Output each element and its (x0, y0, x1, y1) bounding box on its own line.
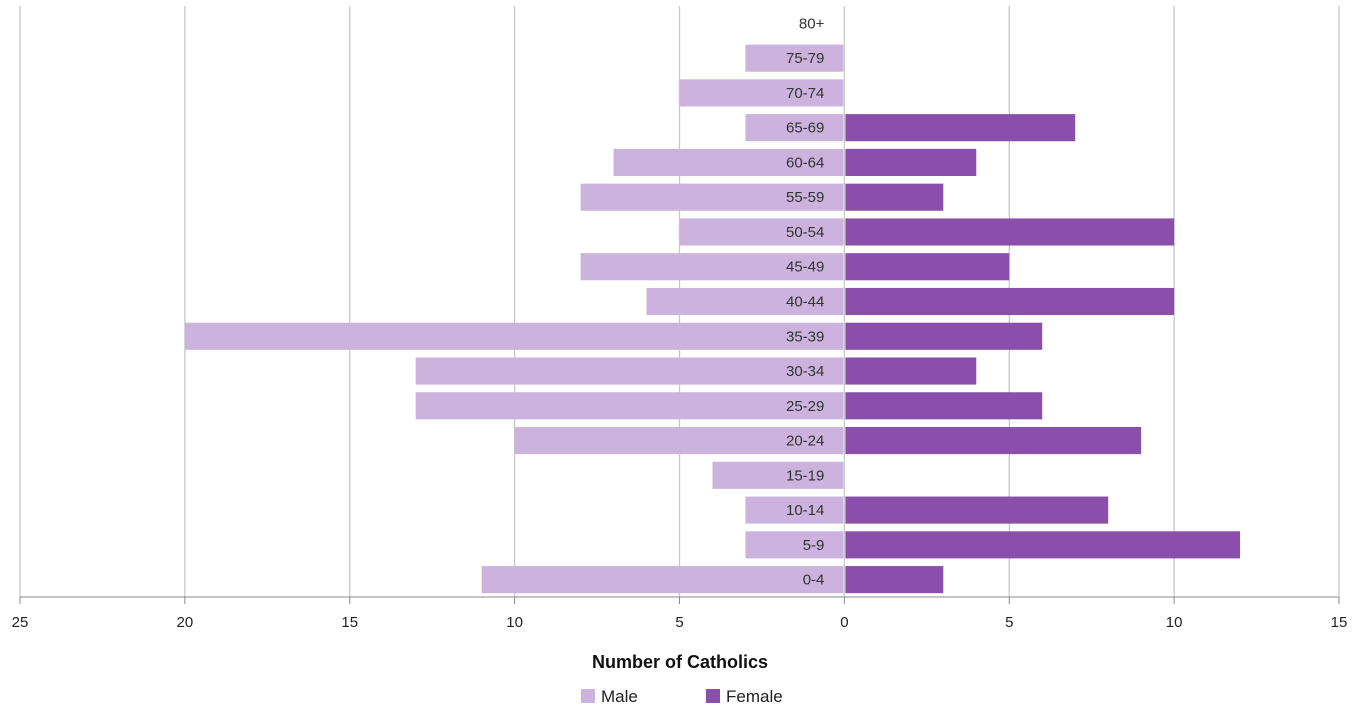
x-tick-label: 20 (177, 614, 194, 631)
bar-female-40-44 (845, 287, 1175, 316)
category-label: 15-19 (786, 467, 824, 484)
category-label: 45-49 (786, 259, 824, 276)
bar-male-30-34 (415, 357, 844, 385)
bar-male-60-64 (613, 148, 844, 176)
bar-female-60-64 (845, 148, 977, 176)
bar-male-65-69 (745, 114, 844, 142)
category-label: 40-44 (786, 294, 824, 311)
category-label: 30-34 (786, 363, 824, 380)
bar-female-55-59 (845, 183, 944, 211)
bar-male-0-4 (481, 566, 844, 594)
bar-male-15-19 (712, 461, 844, 489)
category-label: 35-39 (786, 328, 824, 345)
category-labels: 0-4 5-9 10-14 15-19 20-24 25-29 30-34 35-39 40-4… (786, 15, 825, 588)
x-tick-label: 25 (12, 614, 29, 631)
x-axis: 25 20 15 10 5 0 5 10 15 (12, 596, 1348, 631)
category-label: 25-29 (786, 398, 824, 415)
bar-male-75-79 (745, 44, 844, 72)
bar-male-50-54 (679, 218, 844, 246)
category-label: 80+ (799, 15, 825, 32)
bar-female-35-39 (845, 322, 1043, 350)
bar-female-50-54 (845, 218, 1175, 246)
bar-male-25-29 (415, 392, 844, 420)
category-label: 50-54 (786, 224, 824, 241)
bar-female-30-34 (845, 357, 977, 385)
bar-female-45-49 (845, 253, 1010, 281)
legend-label-female: Female (726, 687, 783, 706)
bar-female-5-9 (845, 531, 1241, 559)
bar-female-0-4 (845, 566, 944, 594)
bar-female-20-24 (845, 427, 1142, 455)
bar-male-5-9 (745, 531, 844, 559)
bar-male-70-74 (679, 79, 844, 107)
category-label: 60-64 (786, 154, 824, 171)
bar-male-35-39 (184, 322, 844, 350)
x-tick-label: 0 (840, 614, 848, 631)
category-label: 55-59 (786, 189, 824, 206)
category-label: 5-9 (803, 537, 825, 554)
legend: Male Female (581, 687, 783, 706)
legend-swatch-female (706, 689, 720, 703)
legend-swatch-male (581, 689, 595, 703)
bar-male-40-44 (646, 287, 844, 316)
bar-male-10-14 (745, 496, 844, 524)
x-axis-label: Number of Catholics (592, 652, 768, 672)
x-tick-label: 15 (341, 614, 358, 631)
bar-female-25-29 (845, 392, 1043, 420)
bar-female-65-69 (845, 114, 1076, 142)
legend-label-male: Male (601, 687, 638, 706)
category-label: 20-24 (786, 433, 824, 450)
bars (184, 44, 1241, 594)
category-label: 65-69 (786, 120, 824, 137)
category-label: 0-4 (803, 572, 825, 589)
category-label: 70-74 (786, 85, 824, 102)
bar-male-20-24 (514, 427, 844, 455)
category-label: 75-79 (786, 50, 824, 67)
bar-male-45-49 (580, 253, 844, 281)
x-tick-label: 5 (675, 614, 683, 631)
x-tick-label: 5 (1005, 614, 1013, 631)
category-label: 10-14 (786, 502, 824, 519)
x-tick-label: 10 (506, 614, 523, 631)
x-tick-label: 10 (1166, 614, 1183, 631)
bar-male-55-59 (580, 183, 844, 211)
x-tick-label: 15 (1331, 614, 1348, 631)
bar-female-10-14 (845, 496, 1109, 524)
